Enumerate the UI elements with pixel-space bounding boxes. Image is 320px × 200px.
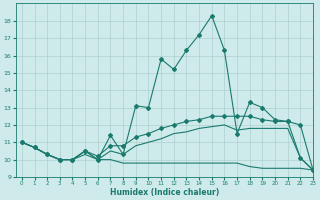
X-axis label: Humidex (Indice chaleur): Humidex (Indice chaleur) <box>110 188 219 197</box>
